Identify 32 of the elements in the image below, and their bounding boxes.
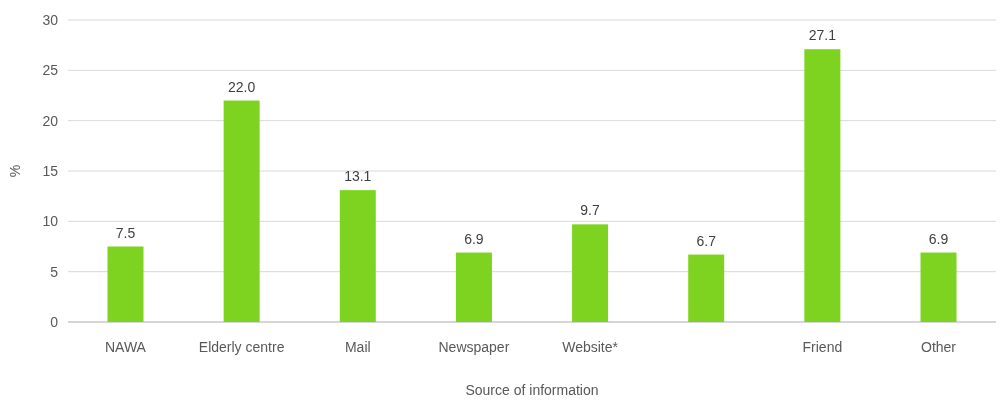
data-label: 27.1 <box>808 27 837 44</box>
y-tick-label: 15 <box>42 162 59 179</box>
bar <box>688 254 725 322</box>
bar <box>107 246 144 322</box>
data-label: 6.7 <box>696 232 717 249</box>
x-tick-label: Other <box>921 339 957 355</box>
x-axis-title: Source of information <box>465 382 599 398</box>
bar <box>572 224 609 322</box>
bar <box>339 190 376 322</box>
data-label: 6.9 <box>928 230 949 247</box>
y-tick-label: 10 <box>42 213 59 230</box>
y-tick-label: 5 <box>50 263 59 280</box>
data-label: 9.7 <box>580 202 601 219</box>
y-tick-label: 25 <box>42 62 59 79</box>
x-tick-label: Website* <box>562 339 619 355</box>
x-tick-label: NAWA <box>105 339 147 355</box>
x-tick-label: Mail <box>344 339 371 355</box>
y-tick-label: 30 <box>42 11 59 28</box>
data-label: 22.0 <box>228 78 256 95</box>
y-tick-label: 0 <box>50 313 59 330</box>
bar <box>920 252 957 322</box>
data-label: 7.5 <box>115 224 136 241</box>
y-axis-title: % <box>7 164 23 178</box>
x-tick-label: Elderly centre <box>198 339 285 355</box>
x-tick-label: Newspaper <box>438 339 510 355</box>
bar <box>223 100 260 322</box>
bar <box>455 252 492 322</box>
y-tick-label: 20 <box>42 112 59 129</box>
x-tick-label: Friend <box>802 339 843 355</box>
data-label: 13.1 <box>344 168 372 185</box>
bar <box>804 49 841 322</box>
data-label: 6.9 <box>464 230 484 247</box>
